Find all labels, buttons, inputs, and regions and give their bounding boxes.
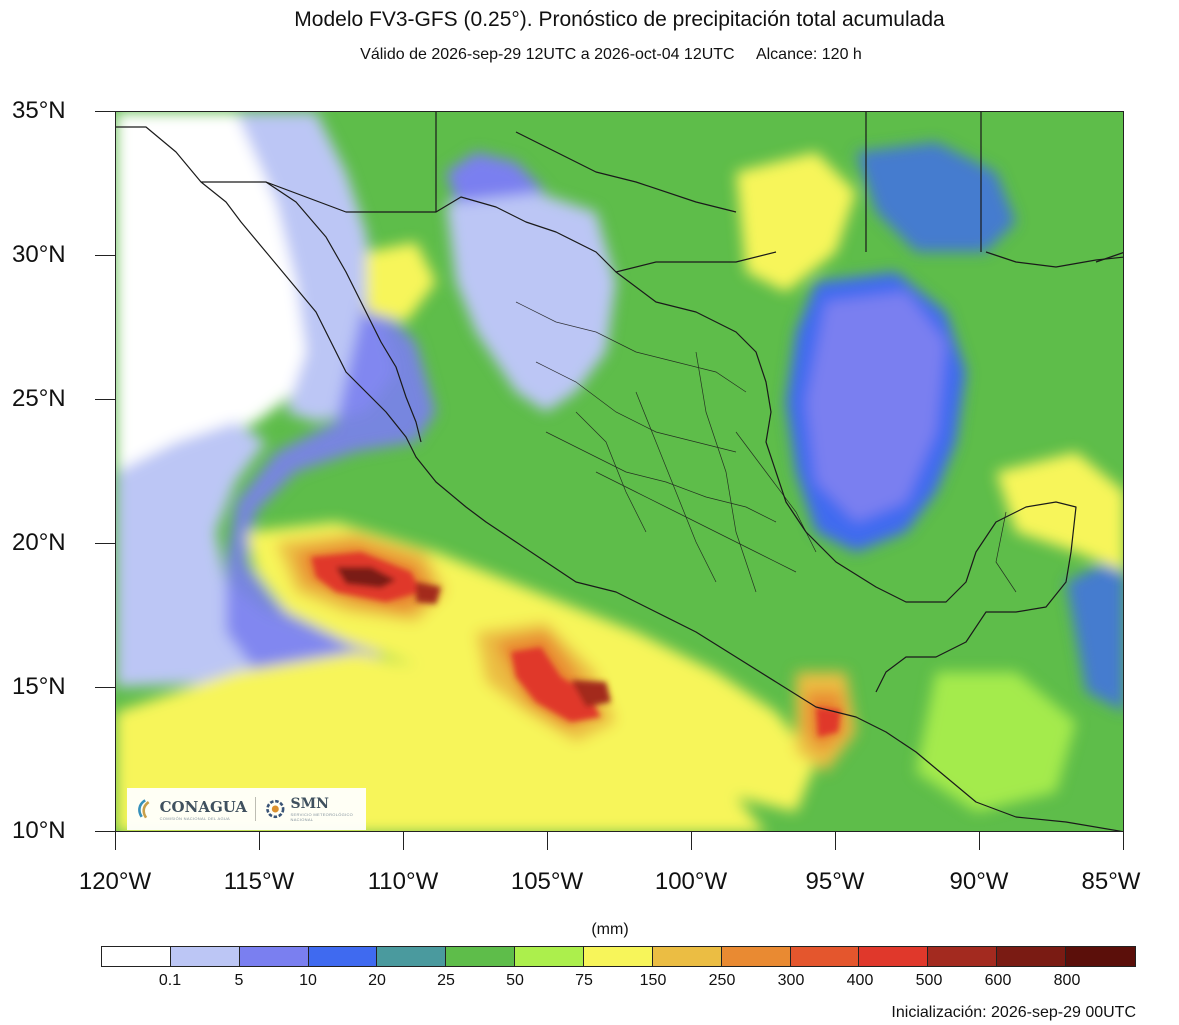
lat-label-10: 10°N xyxy=(12,817,66,844)
colorbar-swatch xyxy=(308,947,378,966)
colorbar-swatch xyxy=(928,947,998,966)
colorbar-label: 10 xyxy=(299,972,317,989)
lon-label-85: 85°W xyxy=(1081,868,1141,895)
colorbar-label: 0.1 xyxy=(158,972,182,989)
colorbar-label: 600 xyxy=(984,972,1012,989)
initialization-text: Inicialización: 2026-sep-29 00UTC xyxy=(891,1004,1136,1021)
lat-tick xyxy=(95,399,115,400)
colorbar-swatch xyxy=(652,947,722,966)
lat-tick xyxy=(95,831,115,832)
colorbar-swatch xyxy=(515,947,585,966)
lon-label-90: 90°W xyxy=(949,868,1009,895)
lat-tick xyxy=(95,543,115,544)
smn-logo-subtext: SERVICIO METEOROLÓGICO NACIONAL xyxy=(290,812,354,822)
colorbar-label: 25 xyxy=(437,972,455,989)
colorbar-swatch xyxy=(102,947,171,966)
colorbar-swatch xyxy=(584,947,653,966)
lat-label-35: 35°N xyxy=(12,97,66,124)
smn-logo-icon xyxy=(266,799,285,819)
colorbar-swatch xyxy=(377,947,447,966)
conagua-logo-text: CONAGUA xyxy=(159,797,248,816)
lon-tick xyxy=(691,832,692,850)
lon-tick xyxy=(403,832,404,850)
colorbar-units: (mm) xyxy=(591,921,629,938)
colorbar-label: 5 xyxy=(234,972,244,989)
map-subtitle: Válido de 2026-sep-29 12UTC a 2026-oct-0… xyxy=(0,46,1179,64)
colorbar-label: 500 xyxy=(915,972,943,989)
colorbar-label: 75 xyxy=(575,972,593,989)
smn-logo-text: SMN xyxy=(290,796,329,812)
lat-label-20: 20°N xyxy=(12,529,66,556)
colorbar-swatch xyxy=(997,947,1067,966)
colorbar-swatch xyxy=(170,947,240,966)
colorbar-label: 20 xyxy=(368,972,386,989)
lon-tick xyxy=(979,832,980,850)
logo-panel: CONAGUA COMISIÓN NACIONAL DEL AGUA SMN S… xyxy=(127,788,366,830)
lon-tick xyxy=(115,832,116,850)
colorbar-label: 250 xyxy=(708,972,736,989)
lon-tick xyxy=(1123,832,1124,850)
colorbar-swatch xyxy=(1066,947,1135,966)
lat-label-30: 30°N xyxy=(12,241,66,268)
range-text: Alcance: 120 h xyxy=(755,46,862,63)
lon-tick xyxy=(835,832,836,850)
colorbar-label: 800 xyxy=(1053,972,1081,989)
colorbar xyxy=(101,946,1136,967)
lon-label-105: 105°W xyxy=(510,868,584,895)
lon-label-120: 120°W xyxy=(78,868,152,895)
lat-tick xyxy=(95,111,115,112)
lat-label-25: 25°N xyxy=(12,385,66,412)
validity-text: Válido de 2026-sep-29 12UTC a 2026-oct-0… xyxy=(360,46,735,63)
conagua-logo-icon xyxy=(138,799,150,819)
colorbar-swatch xyxy=(239,947,309,966)
conagua-logo-subtext: COMISIÓN NACIONAL DEL AGUA xyxy=(159,815,231,821)
colorbar-swatch xyxy=(859,947,929,966)
lon-label-115: 115°W xyxy=(223,868,295,895)
lon-tick xyxy=(547,832,548,850)
colorbar-swatch xyxy=(446,947,516,966)
colorbar-swatch xyxy=(721,947,791,966)
colorbar-label: 400 xyxy=(846,972,874,989)
lat-tick xyxy=(95,687,115,688)
lon-tick xyxy=(259,832,260,850)
precipitation-map xyxy=(115,111,1124,832)
lon-label-110: 110°W xyxy=(367,868,439,895)
logo-divider xyxy=(255,797,256,821)
lat-label-15: 15°N xyxy=(12,673,66,700)
colorbar-label: 150 xyxy=(639,972,667,989)
lon-label-95: 95°W xyxy=(805,868,865,895)
map-title: Modelo FV3-GFS (0.25°). Pronóstico de pr… xyxy=(294,8,945,31)
colorbar-swatch xyxy=(790,947,860,966)
colorbar-label: 50 xyxy=(506,972,524,989)
lon-label-100: 100°W xyxy=(654,868,728,895)
colorbar-label: 300 xyxy=(777,972,805,989)
lat-tick xyxy=(95,255,115,256)
